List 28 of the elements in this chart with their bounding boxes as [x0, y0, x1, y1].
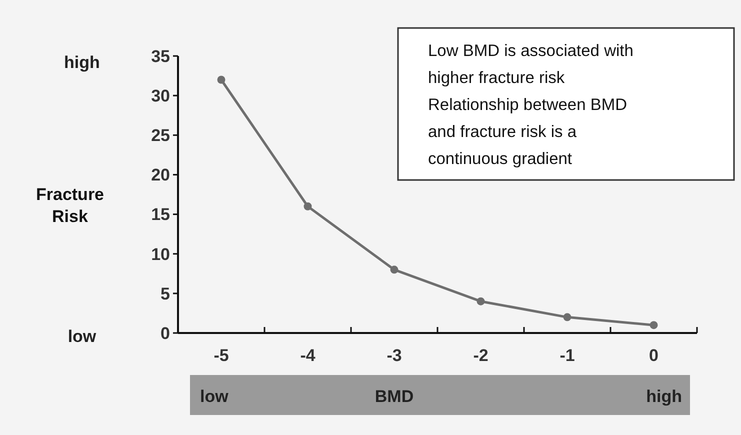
y-tick-label: 5	[160, 284, 170, 304]
text: low	[68, 327, 97, 346]
text: high	[646, 387, 682, 406]
text: low	[200, 387, 230, 406]
point	[563, 313, 572, 322]
point	[390, 266, 398, 274]
text: high	[64, 53, 100, 72]
y-tick-label: 10	[151, 244, 170, 264]
note-box: Low BMD is associated with higher fracture risk Relationship between BMD and fracture risk is a continuous gradient	[397, 27, 735, 181]
y-tick-label: 25	[151, 126, 170, 146]
point	[650, 321, 658, 330]
y-tick-label: 0	[160, 324, 170, 343]
y-tick-label: 20	[151, 166, 170, 185]
point	[217, 76, 226, 84]
x-tick-label: -3	[386, 346, 402, 365]
y-tick-label: 30	[151, 86, 170, 106]
point	[304, 202, 312, 210]
y-tick-label: 15	[151, 205, 170, 224]
x-tick-label: -1	[560, 346, 575, 365]
x-tick-label: -4	[300, 346, 316, 365]
point	[476, 297, 485, 306]
x-tick-label: -2	[473, 346, 488, 365]
x-tick-label: 0	[649, 346, 658, 365]
y-axis-title: Fracture Risk	[36, 185, 104, 226]
annotation: Low BMD is associated with higher fracture risk Relationship between BMD and fracture risk is a continuous gradient	[428, 42, 634, 168]
x-axis-title: BMD	[374, 387, 414, 406]
y-tick-label: 35	[151, 46, 170, 66]
x-tick-label: -5	[214, 346, 229, 365]
